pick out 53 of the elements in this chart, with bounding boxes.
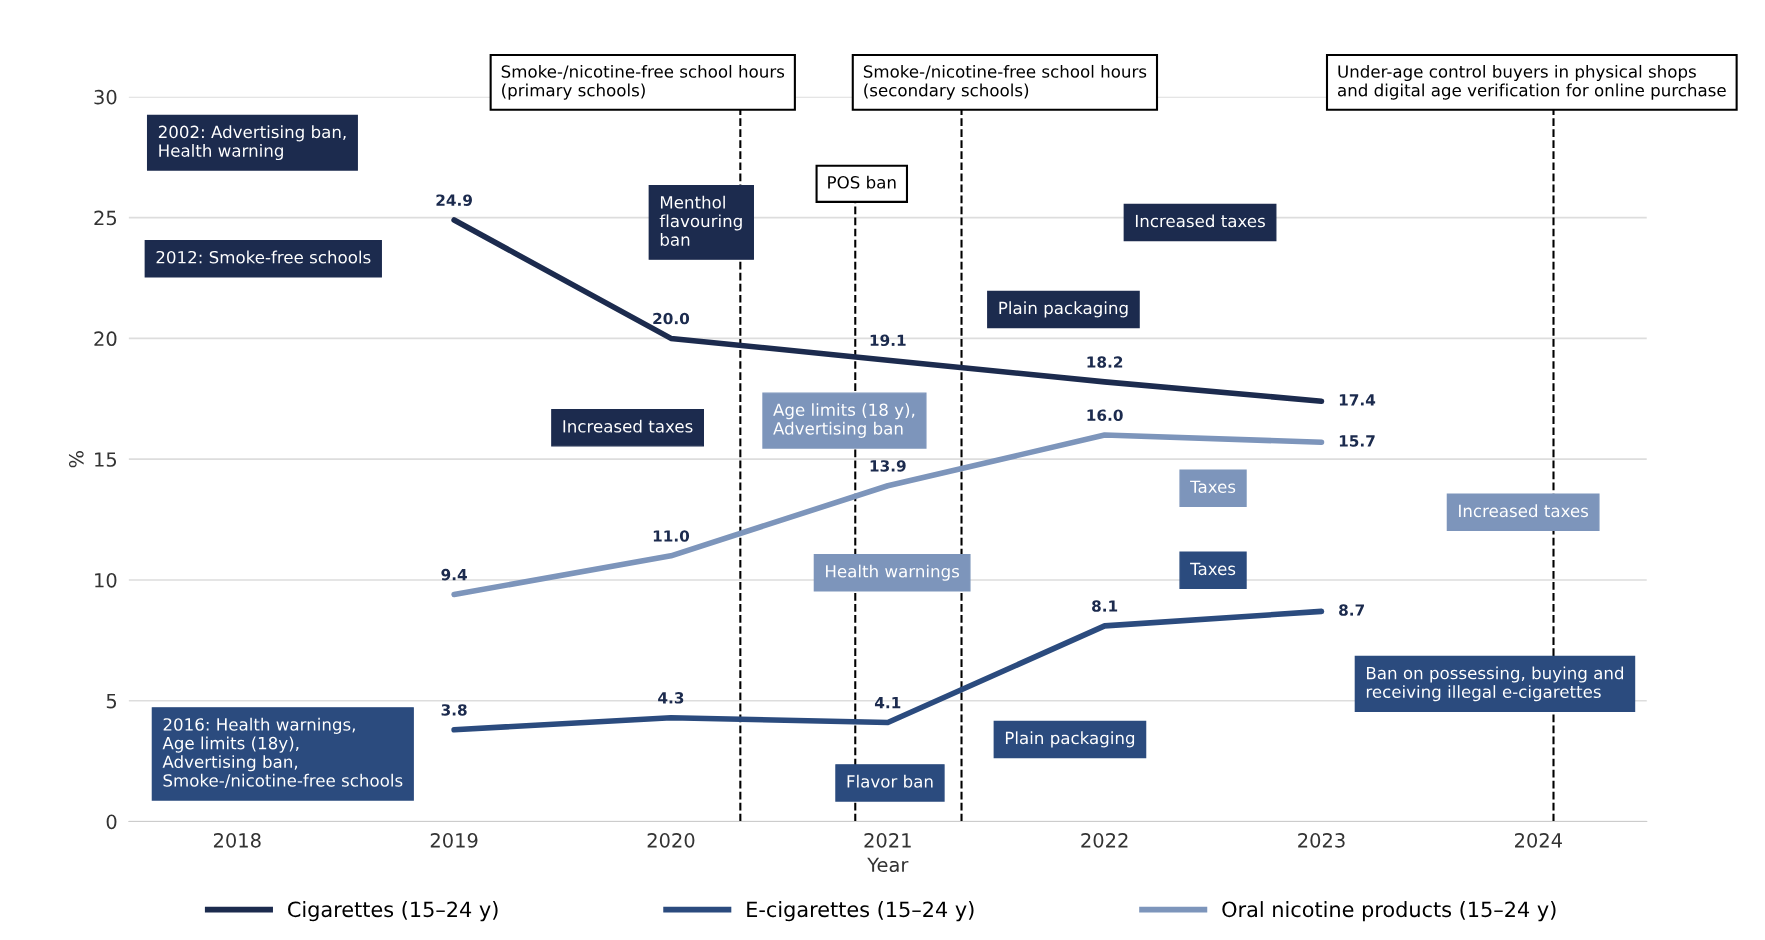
data-label: 18.2 [1087, 356, 1123, 368]
x-tick-label: 2020 [647, 833, 695, 848]
y-tick-label: 25 [94, 210, 117, 226]
annotation: Menthol flavouring ban [659, 195, 742, 246]
annotation: Flavor ban [847, 774, 933, 788]
annotation: 2002: Advertising ban, Health warning [158, 125, 346, 161]
annotation: Increased taxes [1459, 504, 1589, 518]
legend-label: Cigarettes (15–24 y) [288, 901, 498, 922]
ref-line-label: Under-age control buyers in physical shops and digital age verification for online purchase [1338, 64, 1726, 100]
annotation: Health warnings [826, 564, 960, 581]
annotation: Plain packaging [999, 301, 1128, 318]
data-label: 8.7 [1339, 604, 1364, 616]
data-label: 4.1 [874, 697, 901, 709]
annotation: Increased taxes [1135, 214, 1265, 228]
ref-line-label: Smoke-/nicotine-free school hours (secondary schools) [863, 64, 1147, 100]
y-axis-title: % [68, 451, 84, 468]
x-axis-title: Year [867, 857, 909, 873]
y-tick-label: 10 [95, 572, 117, 588]
annotation: Ban on possessing, buying and receiving illegal e-cigarettes [1366, 666, 1624, 702]
annotation: 2016: Health warnings, Age limits (18y), Advertising ban, Smoke-/nicotine-free schools [162, 717, 403, 789]
legend-label: E-cigarettes (15–24 y) [747, 901, 974, 922]
annotation: Taxes [1190, 480, 1236, 494]
data-label: 19.1 [870, 334, 906, 347]
y-tick-label: 15 [95, 452, 117, 467]
data-label: 9.4 [441, 568, 467, 581]
data-label: 15.7 [1339, 435, 1375, 447]
annotation: 2012: Smoke-free schools [156, 250, 371, 264]
x-tick-label: 2019 [430, 833, 478, 848]
x-tick-label: 2021 [864, 833, 911, 848]
x-tick-label: 2018 [213, 833, 261, 848]
data-label: 24.9 [436, 194, 472, 206]
data-label: 3.8 [441, 704, 467, 716]
ref-line-label: POS ban [828, 175, 896, 189]
x-tick-label: 2022 [1081, 833, 1128, 848]
y-tick-label: 5 [106, 693, 117, 709]
x-tick-label: 2024 [1515, 833, 1562, 848]
data-label: 11.0 [653, 530, 690, 542]
data-label: 17.4 [1339, 394, 1376, 406]
ref-line-label: Smoke-/nicotine-free school hours (primary schools) [501, 64, 785, 100]
data-label: 4.3 [658, 692, 684, 704]
data-label: 16.0 [1087, 409, 1123, 421]
annotation: Age limits (18 y), Advertising ban [773, 403, 915, 438]
data-label: 13.9 [870, 460, 906, 472]
data-label: 20.0 [653, 312, 690, 325]
y-tick-label: 30 [94, 89, 117, 105]
legend-label: Oral nicotine products (15–24 y) [1222, 901, 1556, 922]
y-tick-label: 20 [94, 331, 117, 347]
y-tick-label: 0 [106, 814, 117, 830]
x-tick-label: 2023 [1298, 833, 1345, 848]
data-label: 8.1 [1092, 600, 1118, 612]
annotation: Plain packaging [1005, 731, 1135, 748]
annotation: Taxes [1190, 562, 1236, 576]
annotation: Increased taxes [563, 419, 693, 433]
